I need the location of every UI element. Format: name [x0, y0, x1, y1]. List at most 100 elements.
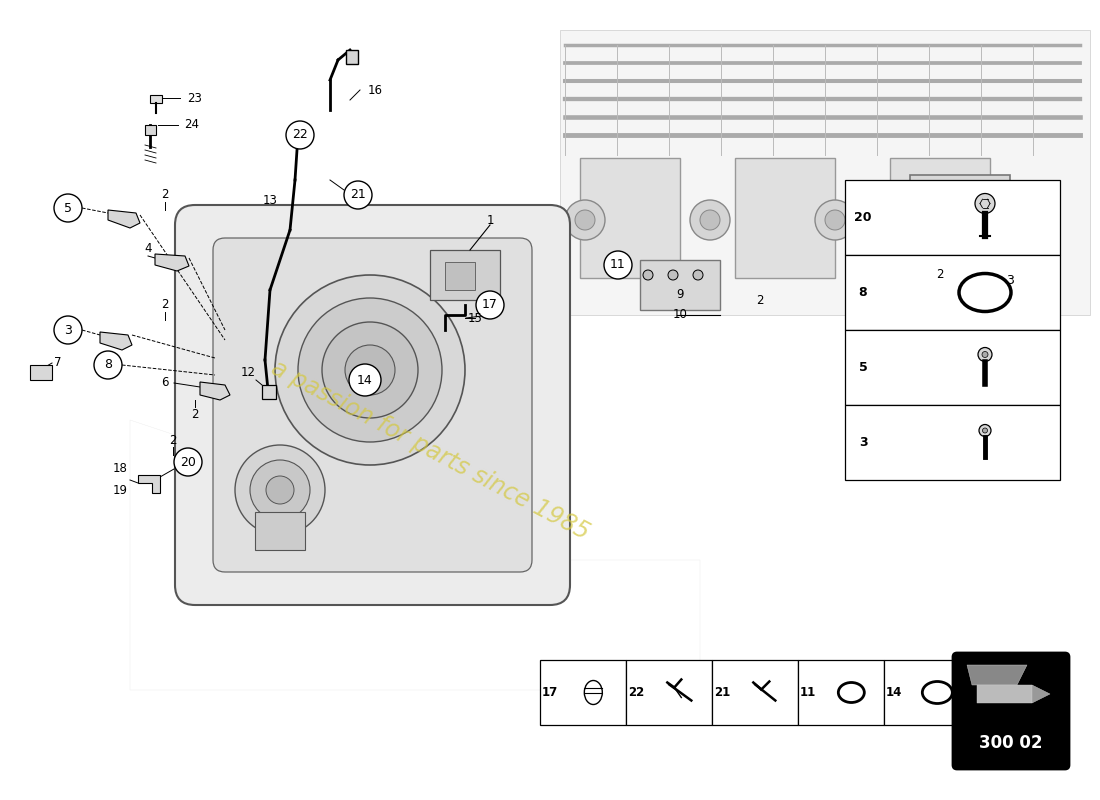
Bar	[798, 660, 884, 725]
Text: 9: 9	[676, 289, 684, 302]
Text: a passion for parts since 1985: a passion for parts since 1985	[267, 356, 593, 544]
Bar	[845, 255, 1060, 330]
Text: 4: 4	[144, 242, 152, 254]
Text: 6: 6	[162, 377, 168, 390]
Bar	[430, 250, 500, 300]
Text: 21: 21	[714, 686, 730, 699]
Bar	[735, 158, 835, 278]
Bar	[255, 512, 305, 550]
Text: 3: 3	[64, 323, 72, 337]
Text: 2: 2	[162, 298, 168, 311]
Text: 14: 14	[886, 686, 902, 699]
Circle shape	[690, 200, 730, 240]
Circle shape	[700, 210, 720, 230]
Polygon shape	[155, 254, 189, 271]
Text: 7: 7	[54, 357, 62, 370]
Text: 10: 10	[672, 309, 688, 322]
Bar	[845, 405, 1060, 480]
Bar	[712, 660, 798, 725]
FancyBboxPatch shape	[953, 653, 1069, 769]
Bar	[626, 660, 712, 725]
Text: 21: 21	[350, 189, 366, 202]
Text: 5: 5	[64, 202, 72, 214]
Circle shape	[940, 200, 980, 240]
Circle shape	[235, 445, 324, 535]
Bar	[845, 180, 1060, 255]
Ellipse shape	[610, 261, 625, 269]
FancyBboxPatch shape	[213, 238, 532, 572]
Text: 2: 2	[162, 189, 168, 202]
Ellipse shape	[966, 281, 1004, 305]
FancyBboxPatch shape	[175, 205, 570, 605]
Circle shape	[345, 345, 395, 395]
Circle shape	[644, 270, 653, 280]
Circle shape	[250, 460, 310, 520]
Text: 2: 2	[169, 434, 177, 446]
Bar	[262, 385, 276, 399]
Text: 20: 20	[180, 455, 196, 469]
Circle shape	[815, 200, 855, 240]
Circle shape	[275, 275, 465, 465]
Polygon shape	[967, 665, 1027, 685]
Text: 18: 18	[113, 462, 128, 474]
Bar	[346, 50, 358, 64]
Text: 12: 12	[241, 366, 255, 379]
Text: 11: 11	[800, 686, 816, 699]
Text: 20: 20	[855, 211, 871, 224]
Bar	[910, 175, 1010, 265]
Circle shape	[344, 181, 372, 209]
Text: 23: 23	[188, 91, 202, 105]
Circle shape	[978, 347, 992, 362]
Text: 300 02: 300 02	[979, 734, 1043, 752]
Circle shape	[286, 121, 313, 149]
Bar	[580, 158, 680, 278]
Text: 3: 3	[1006, 274, 1014, 286]
Circle shape	[693, 270, 703, 280]
Text: 15: 15	[468, 311, 483, 325]
Text: 19: 19	[113, 483, 128, 497]
Text: 2: 2	[191, 409, 199, 422]
Bar	[150, 95, 162, 103]
Ellipse shape	[843, 686, 860, 698]
Text: 3: 3	[859, 436, 867, 449]
Bar	[540, 660, 626, 725]
Circle shape	[174, 448, 202, 476]
Polygon shape	[108, 210, 140, 228]
Circle shape	[979, 425, 991, 437]
Text: 24: 24	[185, 118, 199, 131]
Bar	[560, 30, 1090, 315]
Polygon shape	[200, 382, 230, 400]
Bar	[446, 262, 475, 290]
Bar	[845, 330, 1060, 405]
Circle shape	[975, 194, 996, 214]
Circle shape	[266, 476, 294, 504]
Circle shape	[825, 210, 845, 230]
Circle shape	[322, 322, 418, 418]
Text: 8: 8	[104, 358, 112, 371]
Circle shape	[476, 291, 504, 319]
Bar	[890, 158, 990, 278]
Circle shape	[94, 351, 122, 379]
Circle shape	[996, 266, 1024, 294]
Text: 17: 17	[482, 298, 498, 311]
Circle shape	[565, 200, 605, 240]
Bar	[977, 685, 1032, 703]
Bar	[884, 660, 970, 725]
Text: 17: 17	[542, 686, 558, 699]
Circle shape	[54, 316, 82, 344]
Text: 16: 16	[367, 83, 383, 97]
Circle shape	[982, 351, 988, 358]
Circle shape	[668, 270, 678, 280]
Text: 22: 22	[628, 686, 645, 699]
Bar	[145, 125, 156, 135]
Polygon shape	[100, 332, 132, 350]
Circle shape	[950, 210, 970, 230]
Circle shape	[604, 251, 632, 279]
Bar	[640, 260, 720, 310]
Text: 2: 2	[936, 269, 944, 282]
Circle shape	[54, 194, 82, 222]
Text: 8: 8	[859, 286, 867, 299]
Bar	[30, 365, 52, 380]
Ellipse shape	[927, 686, 947, 699]
Text: 2: 2	[757, 294, 763, 306]
